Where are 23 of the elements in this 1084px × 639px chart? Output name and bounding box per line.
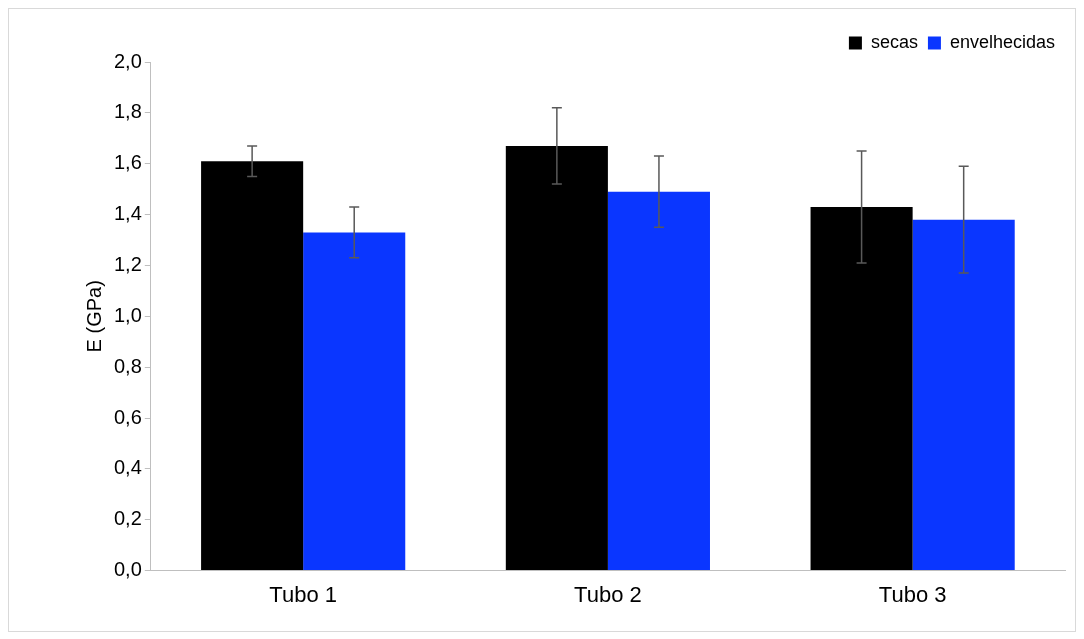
bar bbox=[607, 191, 710, 571]
y-tick-label: 1,4 bbox=[113, 202, 142, 225]
bar bbox=[303, 232, 406, 571]
x-tick-label: Tubo 1 bbox=[269, 581, 338, 607]
y-tick-label: 1,0 bbox=[113, 303, 142, 326]
y-tick-label: 2,0 bbox=[113, 49, 142, 72]
bar bbox=[912, 219, 1015, 571]
y-tick-label: 0,4 bbox=[113, 456, 142, 479]
x-tick-label: Tubo 2 bbox=[574, 581, 642, 607]
y-tick-label: 0,0 bbox=[113, 558, 142, 581]
y-tick-label: 1,8 bbox=[113, 100, 142, 123]
x-tick-label: Tubo 3 bbox=[878, 581, 947, 607]
bar bbox=[810, 206, 913, 571]
y-tick-label: 1,6 bbox=[113, 151, 142, 174]
bar bbox=[505, 145, 608, 571]
y-tick-label: 1,2 bbox=[113, 252, 142, 275]
y-tick-label: 0,2 bbox=[113, 507, 142, 530]
legend-label: envelhecidas bbox=[949, 31, 1055, 52]
legend-label: secas bbox=[870, 31, 918, 52]
y-tick-label: 0,8 bbox=[113, 354, 142, 377]
bar bbox=[201, 161, 304, 571]
y-axis-title: E (GPa) bbox=[82, 280, 105, 353]
y-tick-label: 0,6 bbox=[113, 405, 142, 428]
